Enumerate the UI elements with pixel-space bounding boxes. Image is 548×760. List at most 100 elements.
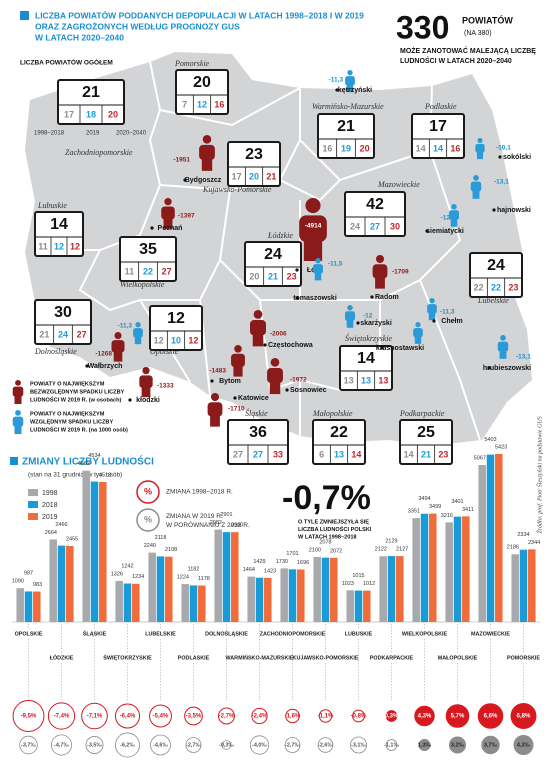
- bar: [156, 556, 165, 622]
- bar: [445, 522, 453, 622]
- bar-value: 2108: [165, 547, 177, 553]
- city-name: kłodzki: [136, 397, 160, 404]
- bar: [148, 552, 156, 622]
- region-box: [227, 141, 281, 187]
- city-name: Katowice: [238, 395, 269, 402]
- city-value: -1483: [209, 368, 226, 375]
- region-name: Pomorskie: [174, 59, 210, 68]
- person-icon: [249, 310, 267, 347]
- legend-text: POWIATY O NAJWIĘKSZYM: [30, 381, 105, 387]
- headline-text: W LATACH 1998–2018: [298, 534, 357, 540]
- region-total: 36: [249, 424, 267, 441]
- region-count: 22: [474, 282, 484, 292]
- person-icon: [139, 367, 153, 398]
- city-name: hajnowski: [497, 207, 531, 214]
- city-dot: [295, 268, 299, 272]
- city-name: tomaszowski: [293, 295, 337, 302]
- city-dot: [335, 88, 339, 92]
- region-count: 20: [249, 171, 259, 181]
- icon-legs: [134, 335, 142, 345]
- period-label: 2019: [86, 131, 100, 137]
- legend-circle: [136, 508, 160, 532]
- bar: [280, 568, 288, 622]
- region-name: Śląskie: [245, 409, 268, 418]
- bar-value: 2072: [330, 548, 342, 554]
- city-dot: [85, 364, 89, 368]
- bar-value: 1224: [177, 575, 189, 581]
- icon-legs: [269, 379, 281, 395]
- bar-value: 2122: [375, 547, 387, 553]
- change-label: -2,4%: [252, 714, 268, 720]
- region-count: 12: [54, 241, 64, 251]
- city-name: Wałbrzych: [88, 363, 123, 370]
- city-value: -11,5: [328, 261, 343, 268]
- category-label: PODKARPACKIE: [370, 655, 414, 661]
- category-label: MAZOWIECKIE: [471, 631, 510, 637]
- bar-value: 2344: [528, 540, 540, 546]
- icon-body: [161, 206, 175, 220]
- city-name: Radom: [375, 294, 399, 301]
- icon-head: [429, 298, 435, 304]
- bar: [115, 580, 123, 622]
- person-icon: [475, 138, 485, 160]
- icon-legs: [428, 311, 436, 321]
- bar-value: 4882: [78, 461, 90, 467]
- bar: [214, 529, 222, 622]
- icon-head: [347, 305, 353, 311]
- change-label: -0,8%: [351, 714, 367, 720]
- bar-value: 3351: [408, 509, 420, 515]
- change-label: 6,6%: [484, 714, 498, 720]
- category-label: MAŁOPOLSKIE: [438, 655, 478, 661]
- bar: [387, 556, 396, 622]
- change-circle: [115, 732, 140, 758]
- bar-value: 4534: [88, 453, 100, 459]
- category-label: LUBUSKIE: [345, 631, 373, 637]
- region-total: 25: [417, 424, 435, 441]
- category-label: ŚWIĘTOKRZYSKIE: [103, 654, 152, 661]
- region-total: 21: [82, 84, 100, 101]
- city-value: -13,1: [494, 179, 509, 186]
- icon-head: [451, 204, 457, 210]
- city-value: -12: [363, 313, 373, 320]
- bar-value: 2455: [66, 536, 78, 542]
- icon-body: [231, 353, 245, 367]
- icon-body: [413, 328, 423, 338]
- region-total: 30: [54, 304, 72, 321]
- bar: [511, 554, 519, 622]
- bar: [181, 584, 189, 622]
- legend-text: LUDNOŚCI W 2019 R. (w osobach): [30, 396, 122, 403]
- bar: [453, 516, 462, 622]
- region-box: [244, 241, 302, 287]
- city-value: -13,1: [516, 354, 531, 361]
- icon-body: [497, 341, 509, 352]
- bar-value: 3216: [441, 513, 453, 519]
- person-icon: [448, 204, 460, 227]
- region-name: Łódzkie: [267, 231, 293, 240]
- change-label: -2,7%: [219, 714, 235, 720]
- icon-legs: [14, 394, 22, 404]
- bar-value: 2664: [45, 530, 57, 536]
- person-icon: [497, 335, 509, 359]
- city-name: sokólski: [503, 154, 531, 161]
- region-count: 17: [232, 171, 242, 181]
- bar-value: 1178: [198, 576, 210, 582]
- icon-body: [199, 144, 215, 160]
- region-count: 10: [171, 335, 181, 345]
- person-icon: [413, 322, 423, 344]
- period-label: 2020–2040: [116, 131, 147, 137]
- region-name: Małopolskie: [312, 409, 353, 418]
- change-label: -3,5%: [186, 714, 202, 720]
- region-count: 22: [143, 266, 153, 276]
- change-label: -4,6‰: [153, 742, 168, 748]
- change-circle: [385, 739, 398, 751]
- bar-value: 1730: [276, 559, 288, 565]
- change-circle: [510, 703, 537, 729]
- region-count: 23: [438, 449, 448, 459]
- icon-head: [234, 345, 242, 353]
- bar-value: 3401: [451, 499, 463, 505]
- region-name: Warmińsko-Mazurskie: [312, 102, 384, 111]
- person-icon: [267, 358, 283, 395]
- bar-value: 2901: [220, 512, 232, 518]
- city-name: siemiatycki: [426, 228, 464, 235]
